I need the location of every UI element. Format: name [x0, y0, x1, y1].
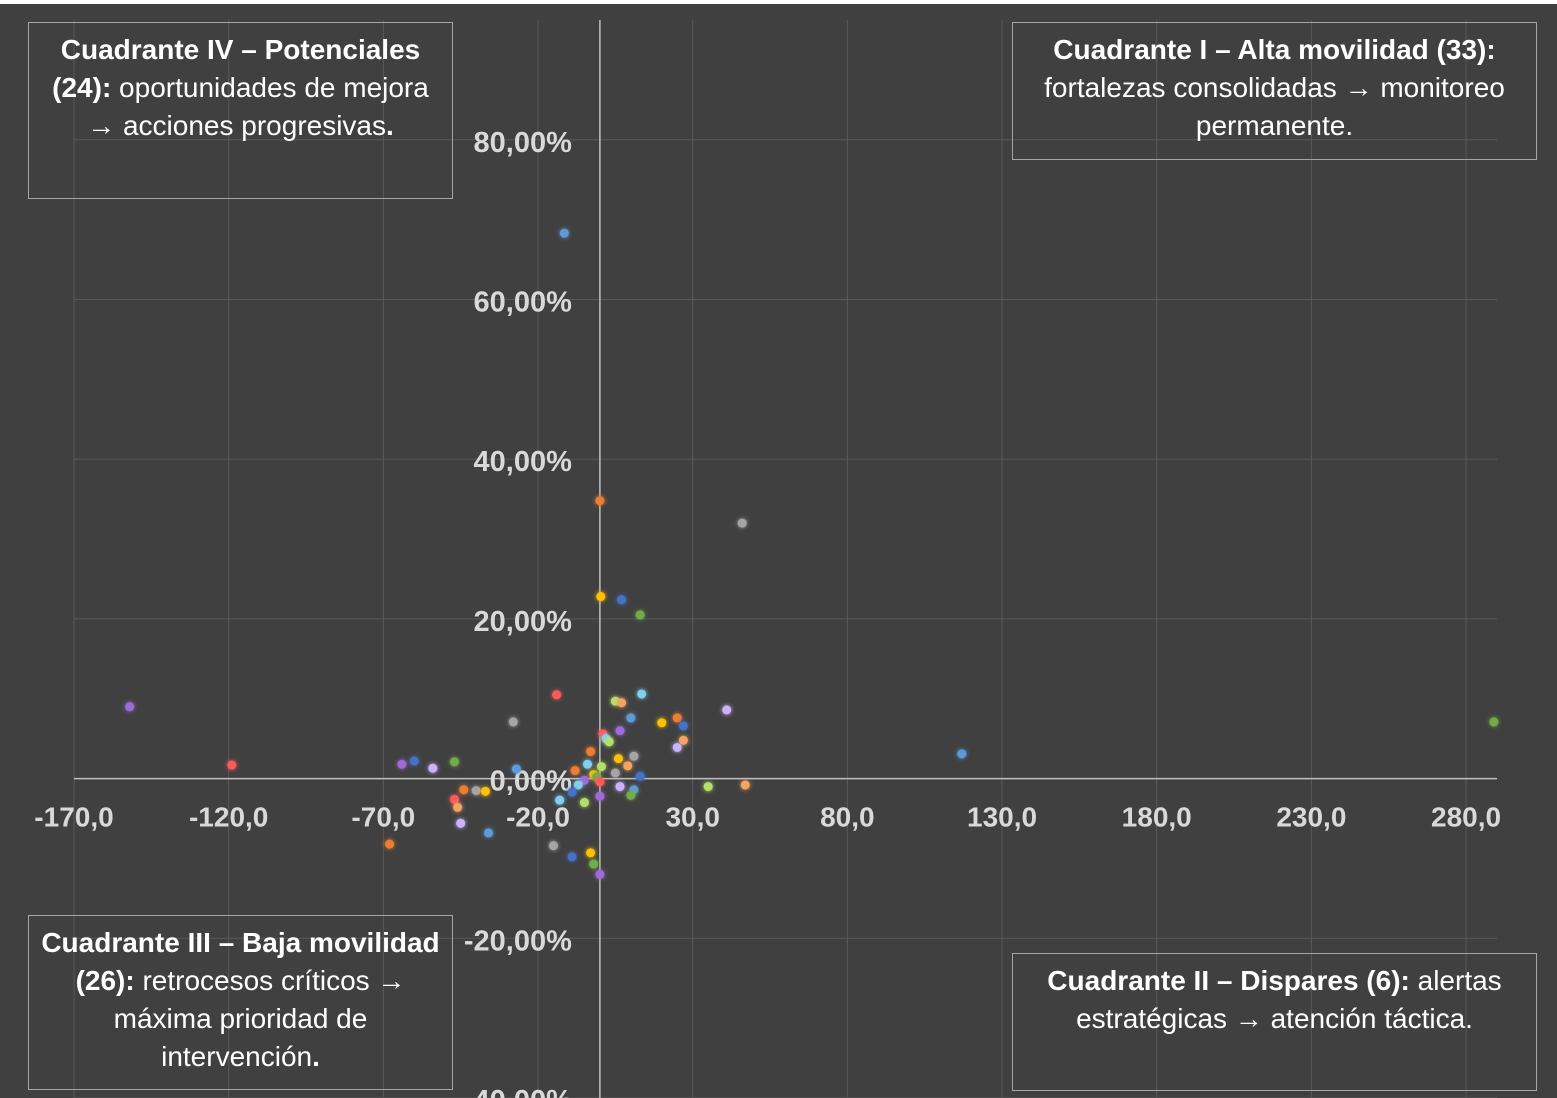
- data-point: [484, 828, 494, 838]
- quadrant-iii-text: retrocesos críticos → máxima prioridad d…: [113, 965, 406, 1072]
- data-point: [703, 782, 713, 792]
- data-point: [570, 766, 580, 776]
- data-point: [471, 786, 481, 796]
- data-point: [227, 760, 237, 770]
- quadrant-iii-period: .: [312, 1041, 320, 1072]
- data-point: [559, 228, 569, 238]
- x-tick-label: 230,0: [1276, 802, 1346, 833]
- data-point: [583, 759, 593, 769]
- data-point: [672, 713, 682, 723]
- data-point: [409, 756, 419, 766]
- data-point: [595, 869, 605, 879]
- quadrant-i-title: Cuadrante I – Alta movilidad (33):: [1053, 34, 1496, 65]
- data-point: [678, 721, 688, 731]
- quadrant-i-text: fortalezas consolidadas → monitoreo perm…: [1044, 72, 1505, 141]
- data-point: [555, 795, 565, 805]
- data-point: [579, 775, 589, 785]
- data-point: [586, 848, 596, 858]
- x-tick-label: 180,0: [1122, 802, 1192, 833]
- x-tick-label: 30,0: [665, 802, 720, 833]
- data-point: [456, 818, 466, 828]
- data-point: [629, 751, 639, 761]
- y-tick-label: -20,00%: [464, 925, 572, 957]
- data-point: [615, 726, 625, 736]
- data-point: [678, 735, 688, 745]
- data-point: [596, 592, 606, 602]
- quadrant-ii-box: Cuadrante II – Dispares (6): alertas est…: [1012, 953, 1537, 1091]
- data-point: [453, 802, 463, 812]
- data-point: [480, 786, 490, 796]
- quadrant-iv-box: Cuadrante IV – Potenciales (24): oportun…: [28, 22, 453, 199]
- data-point: [657, 718, 667, 728]
- axes: [74, 20, 1497, 1098]
- data-point: [623, 761, 633, 771]
- y-tick-label: 60,00%: [474, 286, 573, 318]
- data-point: [610, 768, 620, 778]
- y-tick-label: 0,00%: [490, 766, 572, 798]
- data-point: [722, 705, 732, 715]
- data-point: [567, 787, 577, 797]
- x-tick-label: -20,0: [506, 802, 570, 833]
- data-point: [595, 791, 605, 801]
- data-point: [552, 690, 562, 700]
- data-point: [626, 790, 636, 800]
- x-tick-label: 80,0: [820, 802, 875, 833]
- data-point: [548, 841, 558, 851]
- data-point: [586, 746, 596, 756]
- quadrant-iv-text: oportunidades de mejora → acciones progr…: [87, 72, 429, 141]
- data-point: [595, 777, 605, 787]
- y-tick-label: 80,00%: [474, 127, 573, 159]
- data-point: [385, 839, 395, 849]
- data-point: [626, 713, 636, 723]
- data-point: [579, 798, 589, 808]
- data-point: [615, 782, 625, 792]
- data-point: [449, 757, 459, 767]
- data-point: [1489, 717, 1499, 727]
- data-point: [397, 759, 407, 769]
- data-point: [449, 794, 459, 804]
- x-tick-label: -170,0: [34, 802, 113, 833]
- quadrant-iv-title: Cuadrante IV – Potenciales (24):: [52, 34, 421, 103]
- data-point: [672, 742, 682, 752]
- data-point: [459, 785, 469, 795]
- data-point: [617, 698, 627, 708]
- data-point: [511, 764, 521, 774]
- y-tick-label: 20,00%: [474, 606, 573, 638]
- y-tick-label: 40,00%: [474, 446, 573, 478]
- data-point: [637, 689, 647, 699]
- quadrant-iii-box: Cuadrante III – Baja movilidad (26): ret…: [28, 915, 453, 1090]
- x-tick-label: 280,0: [1431, 802, 1501, 833]
- data-point: [596, 762, 606, 772]
- grid-lines: [73, 20, 1497, 1098]
- data-point: [635, 771, 645, 781]
- quadrant-ii-text: alertas estratégicas → atención táctica.: [1076, 965, 1502, 1034]
- data-point: [617, 595, 627, 605]
- data-point: [125, 702, 135, 712]
- data-point: [595, 496, 605, 506]
- x-tick-label: -120,0: [189, 802, 268, 833]
- quadrant-ii-title: Cuadrante II – Dispares (6):: [1047, 965, 1410, 996]
- data-point: [613, 754, 623, 764]
- data-point: [957, 749, 967, 759]
- data-points: [125, 228, 1499, 879]
- data-point: [573, 780, 583, 790]
- quadrant-i-box: Cuadrante I – Alta movilidad (33): forta…: [1012, 22, 1537, 160]
- data-point: [428, 763, 438, 773]
- data-point: [737, 518, 747, 528]
- data-point: [589, 859, 599, 869]
- tick-labels: -170,0 -120,0 -70,0 -20,0 30,0 80,0 130,0 180,0…: [34, 127, 1501, 1098]
- data-point: [604, 737, 614, 747]
- data-point: [635, 610, 645, 620]
- data-point: [567, 852, 577, 862]
- x-tick-label: -70,0: [351, 802, 415, 833]
- quadrant-iv-period: .: [386, 110, 394, 141]
- y-tick-label: -40,00%: [464, 1085, 572, 1098]
- data-point: [740, 780, 750, 790]
- x-tick-label: 130,0: [967, 802, 1037, 833]
- chart-top-border: [0, 0, 1557, 4]
- quadrant-iii-title: Cuadrante III – Baja movilidad (26):: [41, 927, 440, 996]
- data-point: [508, 717, 518, 727]
